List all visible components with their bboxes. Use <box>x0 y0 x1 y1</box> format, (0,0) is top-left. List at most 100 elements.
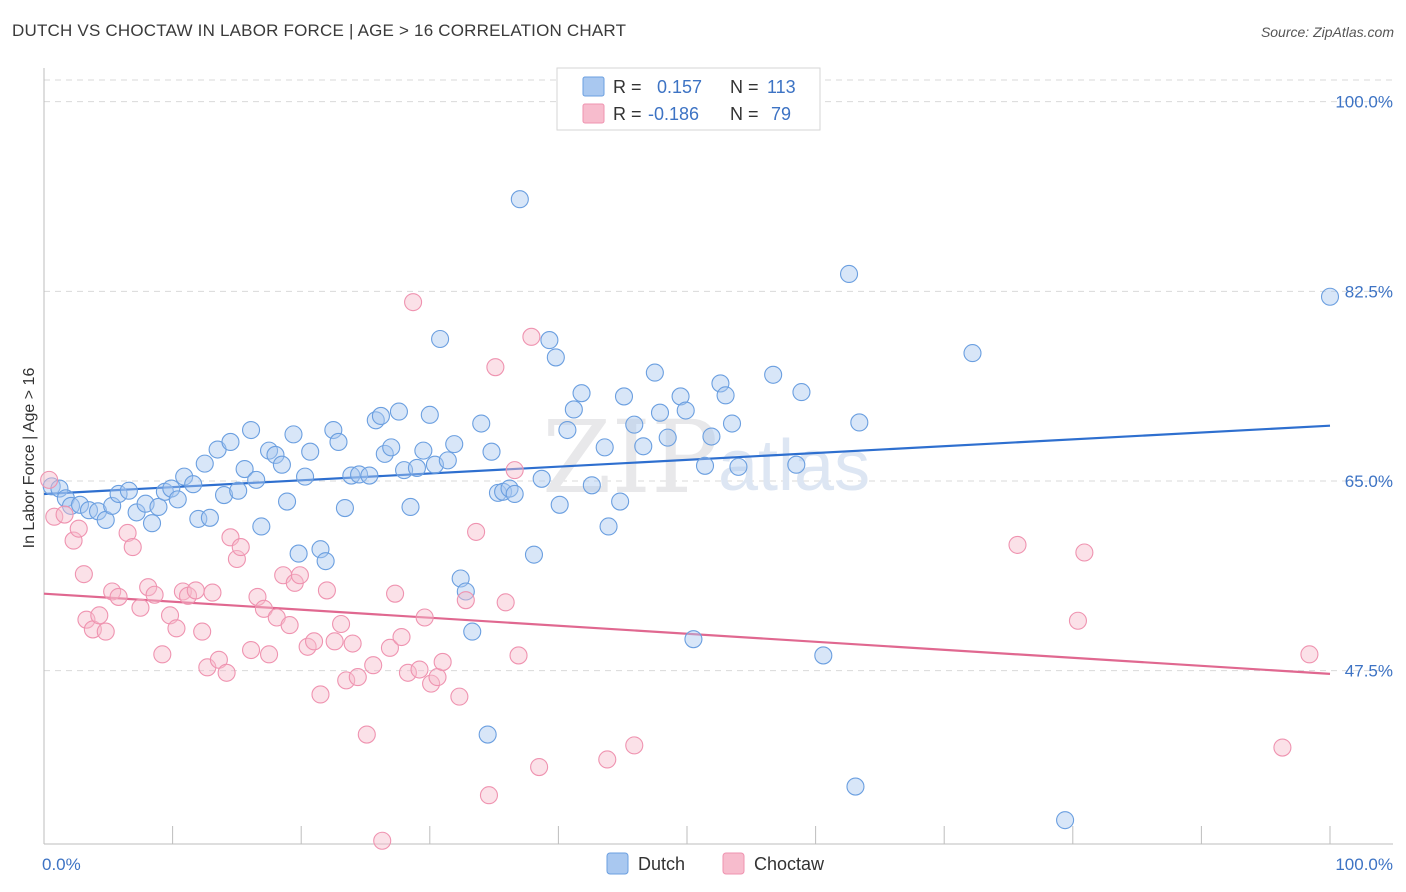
choctaw-point <box>531 759 548 776</box>
dutch-point <box>506 485 523 502</box>
y-tick-label: 82.5% <box>1345 282 1393 301</box>
choctaw-point <box>75 566 92 583</box>
dutch-point <box>144 515 161 532</box>
y-tick-label: 65.0% <box>1345 472 1393 491</box>
choctaw-point <box>429 669 446 686</box>
dutch-point <box>330 433 347 450</box>
choctaw-point <box>1274 739 1291 756</box>
dutch-point <box>273 456 290 473</box>
dutch-point <box>765 366 782 383</box>
choctaw-point <box>232 539 249 556</box>
dutch-point <box>464 623 481 640</box>
dutch-point <box>222 433 239 450</box>
choctaw-point <box>599 751 616 768</box>
legend-swatch-choctaw <box>583 104 604 123</box>
legend-n-value-choctaw: 79 <box>771 104 791 124</box>
dutch-point <box>583 477 600 494</box>
dutch-point <box>626 416 643 433</box>
dutch-point <box>841 265 858 282</box>
dutch-point <box>730 458 747 475</box>
dutch-point <box>196 455 213 472</box>
choctaw-point <box>487 359 504 376</box>
y-tick-label: 100.0% <box>1335 93 1393 112</box>
choctaw-point <box>523 328 540 345</box>
choctaw-point <box>70 520 87 537</box>
bottom-legend-choctaw: Choctaw <box>754 854 825 874</box>
choctaw-point <box>451 688 468 705</box>
dutch-point <box>541 332 558 349</box>
dutch-point <box>372 407 389 424</box>
dutch-point <box>847 778 864 795</box>
choctaw-point <box>318 582 335 599</box>
choctaw-point <box>56 506 73 523</box>
choctaw-point <box>411 661 428 678</box>
dutch-point <box>383 439 400 456</box>
legend-n-value-dutch: 113 <box>767 77 796 97</box>
dutch-point <box>793 384 810 401</box>
chart-canvas: ZIP atlas 47.5%65.0%82.5%100.0% 0.0% 100… <box>0 0 1406 892</box>
dutch-point <box>788 456 805 473</box>
dutch-point <box>685 631 702 648</box>
choctaw-point <box>497 594 514 611</box>
dutch-point <box>525 546 542 563</box>
dutch-point <box>635 438 652 455</box>
dutch-point <box>446 436 463 453</box>
choctaw-point <box>374 832 391 849</box>
bottom-legend-swatch-dutch <box>607 853 628 874</box>
choctaw-point <box>281 617 298 634</box>
dutch-point <box>408 459 425 476</box>
dutch-point <box>646 364 663 381</box>
choctaw-point <box>154 646 171 663</box>
choctaw-point <box>124 539 141 556</box>
dutch-point <box>600 518 617 535</box>
choctaw-point <box>41 471 58 488</box>
dutch-point <box>551 496 568 513</box>
choctaw-point <box>333 616 350 633</box>
choctaw-point <box>365 657 382 674</box>
dutch-point <box>677 402 694 419</box>
choctaw-point <box>312 686 329 703</box>
dutch-point <box>243 422 260 439</box>
legend-r-label-choctaw: R = <box>613 104 642 124</box>
dutch-point <box>717 387 734 404</box>
series-legend: Dutch Choctaw <box>607 853 825 874</box>
dutch-point <box>201 509 218 526</box>
correlation-legend: R = 0.157 N = 113 R = -0.186 N = 79 <box>557 68 820 130</box>
dutch-point <box>421 406 438 423</box>
choctaw-points <box>41 294 1318 850</box>
choctaw-point <box>326 633 343 650</box>
choctaw-point <box>457 592 474 609</box>
y-tick-label: 47.5% <box>1345 662 1393 681</box>
bottom-legend-dutch: Dutch <box>638 854 685 874</box>
dutch-point <box>533 470 550 487</box>
choctaw-point <box>1076 544 1093 561</box>
choctaw-point <box>168 620 185 637</box>
dutch-point <box>279 493 296 510</box>
dutch-point <box>439 452 456 469</box>
choctaw-point <box>261 646 278 663</box>
legend-r-value-choctaw: -0.186 <box>648 104 699 124</box>
choctaw-point <box>468 523 485 540</box>
choctaw-point <box>506 462 523 479</box>
x-tick-label-min: 0.0% <box>42 855 81 874</box>
dutch-point <box>1057 812 1074 829</box>
legend-n-label-dutch: N = <box>730 77 759 97</box>
dutch-point <box>253 518 270 535</box>
dutch-point <box>415 442 432 459</box>
dutch-point <box>851 414 868 431</box>
dutch-point <box>596 439 613 456</box>
choctaw-point <box>306 633 323 650</box>
dutch-point <box>615 388 632 405</box>
dutch-point <box>432 331 449 348</box>
dutch-point <box>651 404 668 421</box>
dutch-point <box>302 443 319 460</box>
dutch-point <box>230 482 247 499</box>
dutch-point <box>150 498 167 515</box>
dutch-point <box>511 191 528 208</box>
choctaw-point <box>1301 646 1318 663</box>
dutch-point <box>390 403 407 420</box>
choctaw-point <box>146 586 163 603</box>
choctaw-point <box>132 599 149 616</box>
choctaw-point <box>1069 612 1086 629</box>
dutch-point <box>402 498 419 515</box>
